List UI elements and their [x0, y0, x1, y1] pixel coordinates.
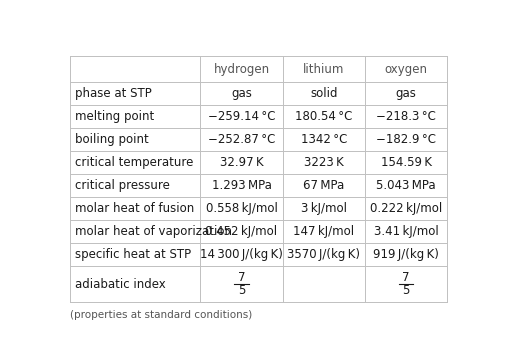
Text: 147 kJ/mol: 147 kJ/mol	[293, 225, 355, 238]
Text: hydrogen: hydrogen	[214, 63, 270, 76]
Text: 3570 J/(kg K): 3570 J/(kg K)	[287, 248, 360, 261]
Text: gas: gas	[396, 87, 417, 100]
Text: (properties at standard conditions): (properties at standard conditions)	[70, 310, 252, 320]
Text: 180.54 °C: 180.54 °C	[295, 110, 352, 123]
Text: oxygen: oxygen	[385, 63, 428, 76]
Text: critical temperature: critical temperature	[75, 156, 193, 169]
Text: critical pressure: critical pressure	[75, 179, 170, 192]
Text: phase at STP: phase at STP	[75, 87, 152, 100]
Text: 0.222 kJ/mol: 0.222 kJ/mol	[370, 202, 442, 215]
Text: 32.97 K: 32.97 K	[220, 156, 263, 169]
Text: gas: gas	[231, 87, 252, 100]
Text: 7: 7	[238, 272, 245, 285]
Text: 67 MPa: 67 MPa	[303, 179, 344, 192]
Text: boiling point: boiling point	[75, 133, 149, 146]
Text: 3223 K: 3223 K	[304, 156, 343, 169]
Text: 919 J/(kg K): 919 J/(kg K)	[373, 248, 439, 261]
Text: −218.3 °C: −218.3 °C	[376, 110, 436, 123]
Text: adiabatic index: adiabatic index	[75, 278, 166, 291]
Text: molar heat of vaporization: molar heat of vaporization	[75, 225, 232, 238]
Text: 1342 °C: 1342 °C	[300, 133, 347, 146]
Text: 0.452 kJ/mol: 0.452 kJ/mol	[206, 225, 278, 238]
Text: −259.14 °C: −259.14 °C	[208, 110, 275, 123]
Text: 3 kJ/mol: 3 kJ/mol	[300, 202, 347, 215]
Text: 1.293 MPa: 1.293 MPa	[212, 179, 271, 192]
Text: 154.59 K: 154.59 K	[381, 156, 432, 169]
Text: 7: 7	[402, 272, 410, 285]
Text: molar heat of fusion: molar heat of fusion	[75, 202, 194, 215]
Text: 5: 5	[402, 284, 410, 297]
Text: 5.043 MPa: 5.043 MPa	[376, 179, 436, 192]
Text: 5: 5	[238, 284, 245, 297]
Text: 14 300 J/(kg K): 14 300 J/(kg K)	[200, 248, 283, 261]
Text: 3.41 kJ/mol: 3.41 kJ/mol	[374, 225, 438, 238]
Text: −182.9 °C: −182.9 °C	[376, 133, 436, 146]
Text: specific heat at STP: specific heat at STP	[75, 248, 191, 261]
Text: 0.558 kJ/mol: 0.558 kJ/mol	[206, 202, 277, 215]
Text: solid: solid	[310, 87, 337, 100]
Text: −252.87 °C: −252.87 °C	[208, 133, 275, 146]
Text: lithium: lithium	[303, 63, 344, 76]
Text: melting point: melting point	[75, 110, 155, 123]
